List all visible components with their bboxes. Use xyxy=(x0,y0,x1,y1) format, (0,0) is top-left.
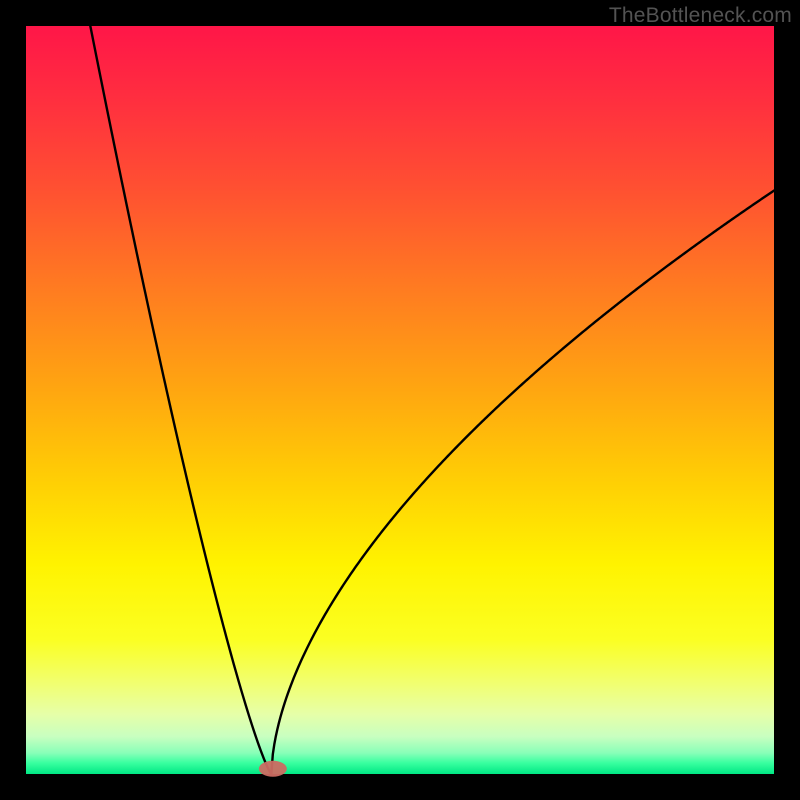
optimal-point-marker xyxy=(259,761,287,777)
bottleneck-curve-chart xyxy=(0,0,800,800)
watermark-text: TheBottleneck.com xyxy=(609,4,792,28)
chart-background xyxy=(26,26,774,774)
